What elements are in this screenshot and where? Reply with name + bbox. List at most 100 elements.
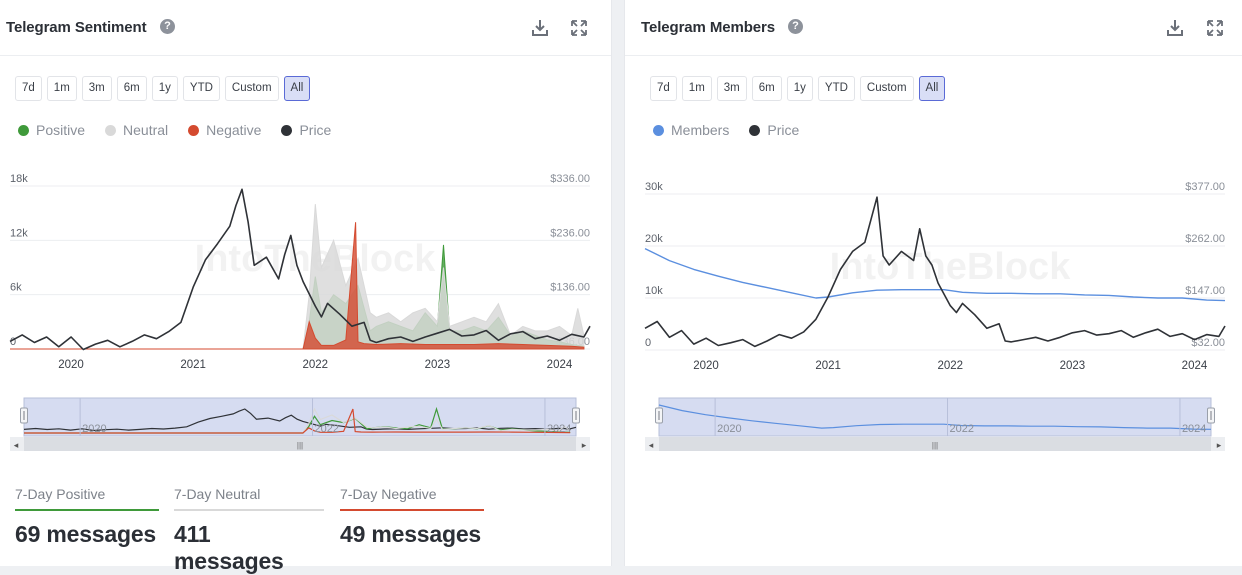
- price-series-line: [644, 196, 1226, 348]
- range-selector: 7d 1m 3m 6m 1y YTD Custom All: [15, 76, 311, 101]
- legend-label: Negative: [206, 122, 262, 138]
- legend-dot: [281, 124, 293, 136]
- help-icon[interactable]: ?: [160, 19, 175, 34]
- range-all-button[interactable]: All: [918, 76, 946, 101]
- legend-item-members[interactable]: Members: [653, 122, 729, 138]
- legend-item-neutral[interactable]: Neutral: [105, 122, 168, 138]
- stat-7day-positive: 7-Day Positive 69 messages: [15, 486, 159, 566]
- y-right-tick-label: $32.00: [1191, 337, 1225, 349]
- x-tick-label: 2024: [547, 359, 573, 371]
- legend-label: Price: [767, 122, 800, 138]
- scroll-left-arrow-icon: ◂: [649, 440, 654, 450]
- range-all-button[interactable]: All: [283, 76, 311, 101]
- fullscreen-icon[interactable]: [1205, 18, 1225, 38]
- y-left-tick-label: 30k: [645, 181, 663, 193]
- panel-header: Telegram Members ?: [625, 0, 1242, 56]
- range-1y-button[interactable]: 1y: [151, 76, 178, 101]
- range-ytd-button[interactable]: YTD: [817, 76, 855, 101]
- legend-dot: [105, 124, 117, 136]
- range-custom-button[interactable]: Custom: [859, 76, 914, 101]
- navigator-year-label: 2020: [82, 423, 106, 435]
- y-left-tick-label: 0: [645, 337, 651, 349]
- range-3m-button[interactable]: 3m: [81, 76, 112, 101]
- download-icon[interactable]: [530, 18, 550, 38]
- navigator-year-label: 2024: [1182, 423, 1206, 435]
- x-tick-label: 2020: [693, 360, 719, 372]
- navigator-year-label: 2024: [547, 423, 571, 435]
- members-navigator[interactable]: 2020 2022 2024 ◂ ▸ |||: [625, 395, 1242, 455]
- x-tick-label: 2021: [815, 360, 841, 372]
- range-3m-button[interactable]: 3m: [716, 76, 747, 101]
- telegram-members-panel: Telegram Members ? 7d 1m 3m 6m 1y YTD Cu…: [624, 0, 1242, 566]
- stat-7day-negative: 7-Day Negative 49 messages: [340, 486, 484, 566]
- navigator-selection: [658, 397, 1212, 437]
- panel-title: Telegram Members: [641, 19, 776, 36]
- x-tick-label: 2023: [425, 359, 451, 371]
- y-left-tick-label: 18k: [10, 173, 28, 185]
- stat-label: 7-Day Neutral: [174, 486, 261, 502]
- legend-item-negative[interactable]: Negative: [188, 122, 261, 138]
- range-1y-button[interactable]: 1y: [786, 76, 813, 101]
- negative-series-area: [10, 222, 585, 350]
- members-series-line: [644, 247, 1226, 302]
- navigator-year-label: 2022: [950, 423, 974, 435]
- legend-label: Members: [671, 122, 730, 138]
- navigator-year-label: 2020: [717, 423, 741, 435]
- legend-dot: [188, 124, 200, 136]
- range-selector: 7d 1m 3m 6m 1y YTD Custom All: [650, 76, 946, 101]
- range-6m-button[interactable]: 6m: [116, 76, 147, 101]
- sentiment-chart: 06k12k18k$36.00$136.00$236.00$336.00Into…: [9, 173, 591, 371]
- download-icon[interactable]: [1165, 18, 1185, 38]
- watermark-text: IntoTheBlock: [830, 246, 1072, 288]
- y-right-tick-label: $136.00: [550, 282, 590, 294]
- legend-item-price[interactable]: Price: [749, 122, 799, 138]
- y-right-tick-label: $147.00: [1185, 285, 1225, 297]
- y-left-tick-label: 12k: [10, 227, 28, 239]
- stat-underline: [340, 509, 484, 511]
- stat-value: 411 messages: [174, 521, 284, 574]
- scrollbar-thumb: [659, 437, 1211, 451]
- range-custom-button[interactable]: Custom: [224, 76, 279, 101]
- legend-dot: [18, 124, 29, 136]
- navigator-members-line: [658, 404, 1212, 430]
- navigator-neutral-line: [24, 407, 571, 434]
- range-1m-button[interactable]: 1m: [46, 76, 77, 101]
- fullscreen-icon[interactable]: [569, 18, 589, 38]
- neutral-series-area: [10, 204, 585, 350]
- navigator-year-label: 2022: [315, 423, 339, 435]
- navigator-negative-line: [24, 408, 571, 434]
- scrollbar-grip-icon: |||: [932, 441, 938, 450]
- stat-underline: [15, 509, 159, 511]
- y-left-tick-label: 10k: [645, 285, 663, 297]
- stat-7day-neutral: 7-Day Neutral 411 messages: [174, 486, 324, 574]
- panel-title: Telegram Sentiment: [6, 19, 147, 36]
- y-right-tick-label: $236.00: [550, 227, 590, 239]
- range-7d-button[interactable]: 7d: [650, 76, 677, 101]
- x-tick-label: 2023: [1060, 360, 1086, 372]
- range-7d-button[interactable]: 7d: [15, 76, 42, 101]
- scroll-right-arrow-icon: ▸: [1217, 440, 1222, 450]
- legend-item-positive[interactable]: Positive: [18, 122, 85, 138]
- legend-dot: [749, 124, 761, 136]
- chart-legend: Positive Neutral Negative Price: [18, 122, 331, 138]
- y-left-tick-label: 6k: [10, 282, 22, 294]
- sentiment-navigator[interactable]: 2020 2022 2024 ◂ ▸ |||: [0, 395, 612, 455]
- stat-label: 7-Day Negative: [340, 486, 437, 502]
- members-chart: 0 10k 20k 30k $32.00 $147.00 $262.00 $377.00 Int…: [644, 181, 1226, 372]
- scroll-right-arrow-icon: ▸: [582, 440, 587, 450]
- legend-label: Price: [299, 122, 332, 138]
- help-icon[interactable]: ?: [788, 19, 803, 34]
- scroll-left-arrow-icon: ◂: [14, 440, 19, 450]
- range-6m-button[interactable]: 6m: [751, 76, 782, 101]
- stat-label: 7-Day Positive: [15, 486, 106, 502]
- x-tick-label: 2020: [58, 359, 84, 371]
- navigator-selection: [23, 397, 577, 437]
- legend-dot: [653, 124, 664, 136]
- legend-item-price[interactable]: Price: [281, 122, 331, 138]
- range-ytd-button[interactable]: YTD: [182, 76, 220, 101]
- range-1m-button[interactable]: 1m: [681, 76, 712, 101]
- y-right-tick-label: $336.00: [550, 173, 590, 185]
- stat-underline: [174, 509, 324, 511]
- scrollbar-grip-icon: |||: [297, 441, 303, 450]
- x-tick-label: 2022: [937, 360, 963, 372]
